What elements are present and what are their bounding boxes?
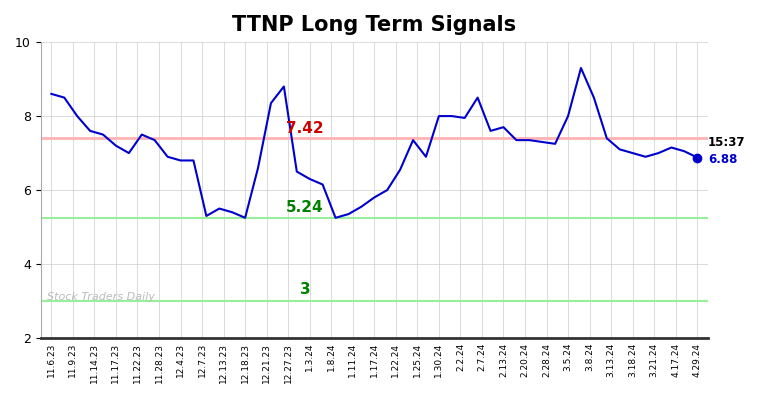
Text: 3: 3 — [299, 282, 310, 297]
Title: TTNP Long Term Signals: TTNP Long Term Signals — [232, 15, 517, 35]
Text: 6.88: 6.88 — [708, 153, 738, 166]
Text: 5.24: 5.24 — [286, 199, 324, 215]
Text: 15:37: 15:37 — [708, 136, 746, 149]
Text: 7.42: 7.42 — [286, 121, 324, 136]
Text: Stock Traders Daily: Stock Traders Daily — [47, 292, 155, 302]
